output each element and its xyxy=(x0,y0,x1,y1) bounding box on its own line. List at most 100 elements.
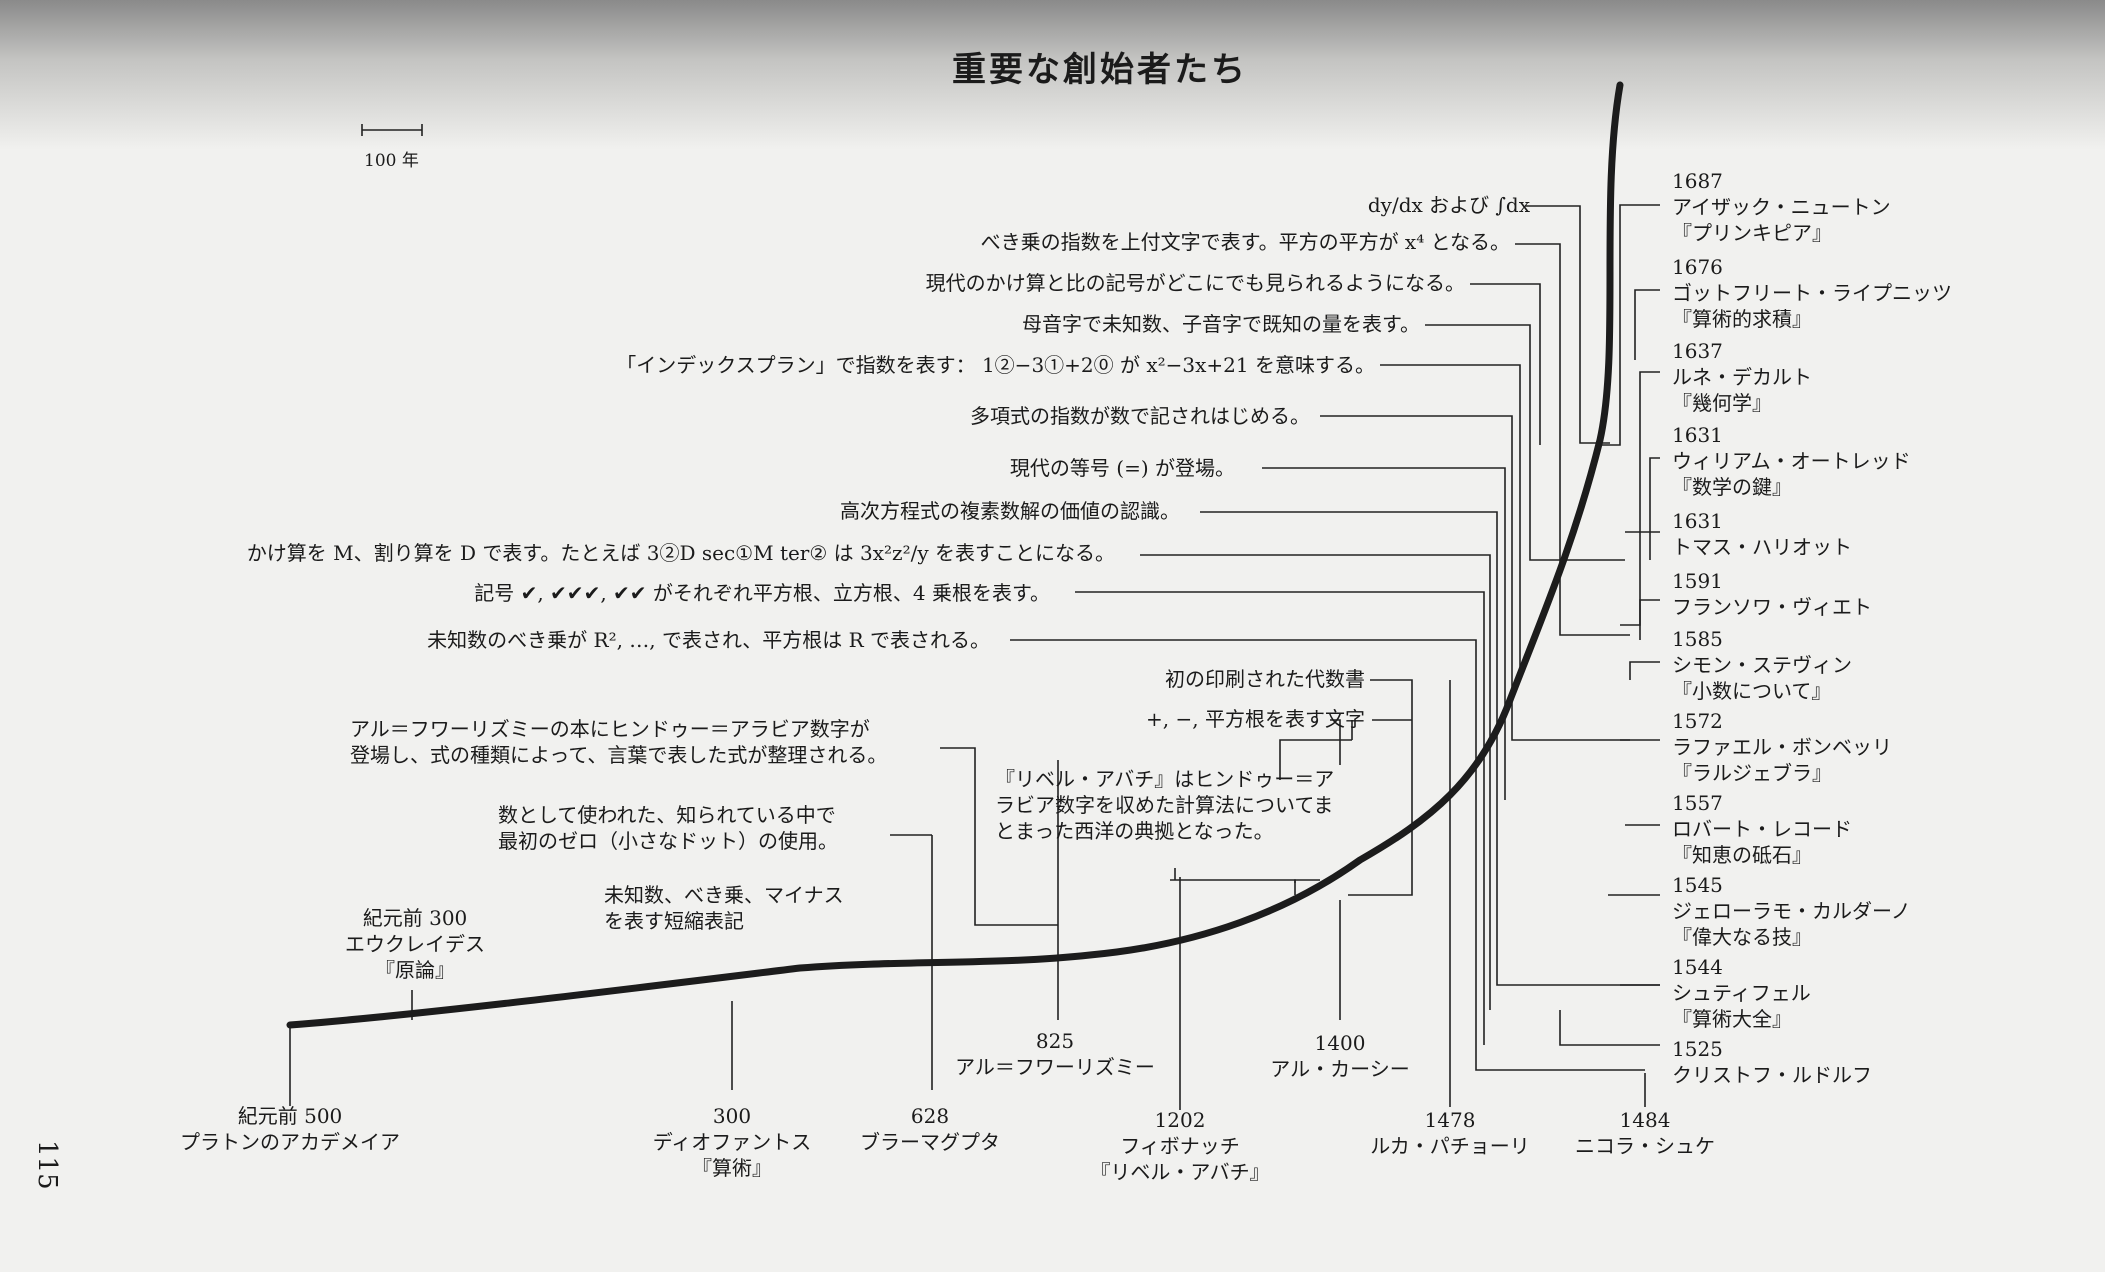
note-line: ラビア数字を収めた計算法についてま xyxy=(995,793,1334,817)
page-shadow xyxy=(0,0,2105,150)
event-chuquet: 1484 ニコラ・シュケ xyxy=(1555,1107,1735,1159)
event-year: 1478 xyxy=(1424,1108,1476,1132)
dev-equals-sign: 現代の等号 (=) が登場。 xyxy=(1009,456,1235,480)
event-euclid: 紀元前 300 エウクレイデス 『原論』 xyxy=(310,905,520,983)
event-year: 300 xyxy=(712,1104,752,1128)
event-year: 1545 xyxy=(1672,873,1723,897)
event-label: アル＝フワーリズミー xyxy=(955,1055,1155,1079)
event-person: ラファエル・ボンベッリ xyxy=(1672,735,1892,759)
event-harriot: 1631 トマス・ハリオット xyxy=(1672,508,1852,560)
event-person: フランソワ・ヴィエト xyxy=(1672,595,1872,619)
note-line: 未知数、べき乗、マイナス xyxy=(604,883,844,907)
scale-label: 100 年 xyxy=(364,151,419,171)
event-work: 『小数について』 xyxy=(1672,679,1832,703)
event-year: 1484 xyxy=(1619,1108,1671,1132)
event-work: 『知恵の砥石』 xyxy=(1672,843,1812,867)
event-year: 1525 xyxy=(1672,1037,1723,1061)
event-year: 1637 xyxy=(1672,339,1723,363)
event-label: ルカ・パチョーリ xyxy=(1370,1134,1530,1158)
event-diophantus: 300 ディオファントス 『算術』 xyxy=(632,1103,832,1181)
event-person: シモン・ステヴィン xyxy=(1672,653,1852,677)
dev-power-notation: 未知数のべき乗が R², …, で表され、平方根は R で表される。 xyxy=(427,628,990,652)
event-year: 1572 xyxy=(1672,709,1723,733)
event-person: アイザック・ニュートン xyxy=(1672,195,1891,219)
dev-superscript-exponent: べき乗の指数を上付文字で表す。平方の平方が x⁴ となる。 xyxy=(980,230,1510,254)
dev-vowel-consonant: 母音字で未知数、子音字で既知の量を表す。 xyxy=(1022,312,1420,336)
event-rudolff: 1525 クリストフ・ルドルフ xyxy=(1672,1036,1872,1088)
event-work: 『ラルジェブラ』 xyxy=(1672,761,1832,785)
event-work: 『算術的求積』 xyxy=(1672,307,1812,331)
event-cardano: 1545 ジェローラモ・カルダーノ 『偉大なる技』 xyxy=(1672,872,1911,950)
note-printed-book: 初の印刷された代数書 xyxy=(1165,667,1365,691)
page-number: 115 xyxy=(32,1140,62,1190)
event-bombelli: 1572 ラファエル・ボンベッリ 『ラルジェブラ』 xyxy=(1672,708,1892,786)
event-year: 628 xyxy=(910,1104,950,1128)
event-label: ニコラ・シュケ xyxy=(1575,1134,1715,1158)
event-person: ロバート・レコード xyxy=(1672,817,1852,841)
event-year: 1631 xyxy=(1672,423,1723,447)
dev-index-plan: 「インデックスプラン」で指数を表す： 1②−3①+2⓪ が x²−3x+21 を… xyxy=(616,353,1375,377)
event-label: ブラーマグプタ xyxy=(860,1130,1000,1154)
note-line: 数として使われた、知られている中で xyxy=(498,803,836,827)
event-descartes: 1637 ルネ・デカルト 『幾何学』 xyxy=(1672,338,1812,416)
event-year: 1687 xyxy=(1672,169,1723,193)
event-newton: 1687 アイザック・ニュートン 『プリンキピア』 xyxy=(1672,168,1891,246)
connector-lines xyxy=(289,124,1660,1110)
event-person: ゴットフリート・ライプニッツ xyxy=(1672,281,1952,305)
dev-polynomial-exponents: 多項式の指数が数で記されはじめる。 xyxy=(970,404,1310,428)
note-diophantus: 未知数、べき乗、マイナス を表す短縮表記 xyxy=(604,882,844,934)
dev-m-d-notation: かけ算を M、割り算を D で表す。たとえば 3②D sec①M ter② は … xyxy=(246,541,1115,565)
event-fibonacci: 1202 フィボナッチ 『リベル・アバチ』 xyxy=(1080,1107,1280,1185)
note-liber-abaci: 『リベル・アバチ』はヒンドゥー＝ア ラビア数字を収めた計算法についてま とまった… xyxy=(995,766,1334,844)
note-line: とまった西洋の典拠となった。 xyxy=(995,819,1274,843)
page-title: 重要な創始者たち xyxy=(952,50,1248,90)
event-year: 1557 xyxy=(1672,791,1723,815)
event-stifel: 1544 シュティフェル 『算術大全』 xyxy=(1672,954,1811,1032)
dev-calculus: dy/dx および ∫dx xyxy=(1367,193,1530,217)
note-line: アル＝フワーリズミーの本にヒンドゥー＝アラビア数字が xyxy=(350,717,870,741)
event-person: ルネ・デカルト xyxy=(1672,365,1812,389)
event-work: 『算術大全』 xyxy=(1672,1007,1792,1031)
note-zero: 数として使われた、知られている中で 最初のゼロ（小さなドット）の使用。 xyxy=(498,802,838,854)
event-label: 『算術』 xyxy=(692,1156,772,1180)
event-year: 1676 xyxy=(1672,255,1723,279)
event-pacioli: 1478 ルカ・パチョーリ xyxy=(1355,1107,1545,1159)
event-label: 『リベル・アバチ』 xyxy=(1090,1160,1270,1184)
event-label: フィボナッチ xyxy=(1120,1134,1240,1158)
note-line: を表す短縮表記 xyxy=(604,909,744,933)
event-stevin: 1585 シモン・ステヴィン 『小数について』 xyxy=(1672,626,1852,704)
event-label: エウクレイデス xyxy=(345,932,485,956)
event-alkashi: 1400 アル・カーシー xyxy=(1240,1030,1440,1082)
event-label: 『原論』 xyxy=(375,958,455,982)
dev-root-symbols: 記号 ✔, ✔✔✔, ✔✔ がそれぞれ平方根、立方根、4 乗根を表す。 xyxy=(474,581,1050,605)
event-plato: 紀元前 500 プラトンのアカデメイア xyxy=(160,1103,420,1155)
event-year: 825 xyxy=(1035,1029,1075,1053)
event-person: クリストフ・ルドルフ xyxy=(1672,1063,1872,1087)
event-person: ジェローラモ・カルダーノ xyxy=(1672,899,1911,923)
note-khwarizmi: アル＝フワーリズミーの本にヒンドゥー＝アラビア数字が 登場し、式の種類によって、… xyxy=(350,716,887,768)
event-work: 『偉大なる技』 xyxy=(1672,925,1812,949)
event-year: 1202 xyxy=(1154,1108,1206,1132)
event-year: 紀元前 300 xyxy=(362,906,468,930)
note-printed-symbols: +, −, 平方根を表す文字 xyxy=(1146,707,1365,731)
note-line: 『リベル・アバチ』はヒンドゥー＝ア xyxy=(995,767,1335,791)
event-person: トマス・ハリオット xyxy=(1672,535,1852,559)
event-year: 紀元前 500 xyxy=(237,1104,343,1128)
event-viete: 1591 フランソワ・ヴィエト xyxy=(1672,568,1872,620)
event-person: ウィリアム・オートレッド xyxy=(1672,449,1911,473)
event-oughtred: 1631 ウィリアム・オートレッド 『数学の鍵』 xyxy=(1672,422,1911,500)
note-line: 登場し、式の種類によって、言葉で表した式が整理される。 xyxy=(350,743,888,767)
event-person: シュティフェル xyxy=(1672,981,1811,1005)
event-khwarizmi: 825 アル＝フワーリズミー xyxy=(935,1028,1175,1080)
event-year: 1591 xyxy=(1672,569,1723,593)
event-work: 『数学の鍵』 xyxy=(1672,475,1792,499)
event-label: アル・カーシー xyxy=(1270,1057,1410,1081)
growth-curve xyxy=(286,81,1624,1029)
event-label: ディオファントス xyxy=(652,1130,812,1154)
event-year: 1544 xyxy=(1672,955,1723,979)
dev-modern-multiplication: 現代のかけ算と比の記号がどこにでも見られるようになる。 xyxy=(925,271,1465,295)
event-label: プラトンのアカデメイア xyxy=(180,1130,400,1154)
event-recorde: 1557 ロバート・レコード 『知恵の砥石』 xyxy=(1672,790,1852,868)
event-year: 1585 xyxy=(1672,627,1723,651)
